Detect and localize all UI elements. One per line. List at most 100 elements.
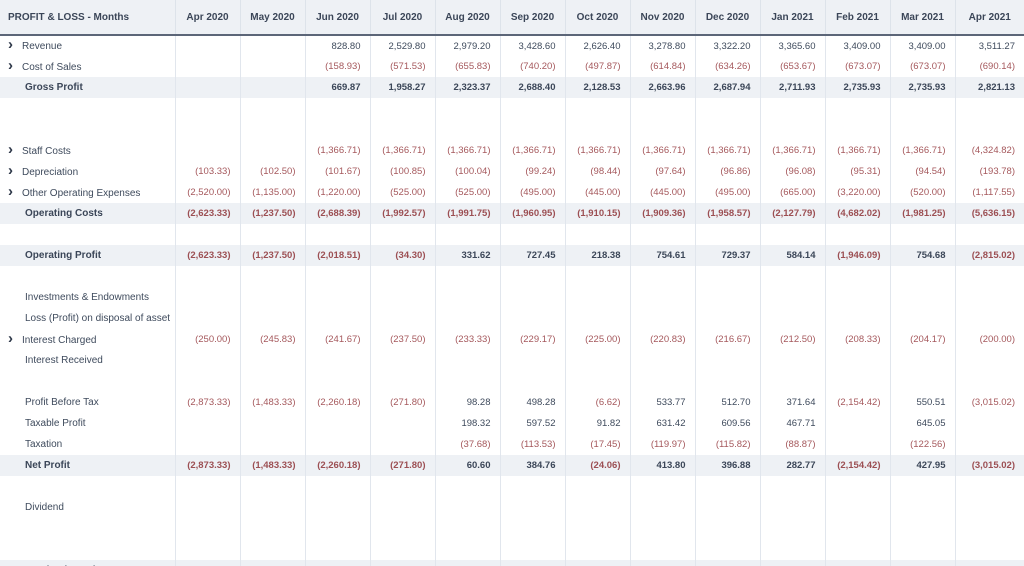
- value-cell: [889, 287, 955, 308]
- value-cell: (158.93): [304, 56, 370, 77]
- value-cell: [304, 308, 370, 329]
- value-cell: 2,735.93: [824, 77, 890, 98]
- value-cell: (271.80): [369, 455, 435, 476]
- value-cell: [954, 308, 1024, 329]
- value-cell: [889, 98, 955, 119]
- value-cell: (1,958.57): [694, 203, 760, 224]
- value-cell: [304, 224, 370, 245]
- value-cell: 584.14: [759, 245, 825, 266]
- value-cell: [954, 476, 1024, 497]
- chevron-right-icon[interactable]: ›: [8, 140, 13, 158]
- row-label-cell[interactable]: › Staff Costs: [0, 140, 175, 161]
- column-header-month[interactable]: Feb 2021: [824, 0, 890, 36]
- value-cell: (1,483.33): [239, 392, 305, 413]
- value-cell: [954, 539, 1024, 560]
- table-row[interactable]: › Interest Charged (250.00) (245.83) (241.67…: [0, 329, 1024, 350]
- row-label-cell[interactable]: › Revenue: [0, 35, 175, 56]
- column-header-month[interactable]: Jun 2020: [304, 0, 370, 36]
- value-cell: [759, 539, 825, 560]
- value-cell: [369, 308, 435, 329]
- value-cell: [239, 476, 305, 497]
- value-cell: 3,409.00: [889, 35, 955, 56]
- column-header-month[interactable]: May 2020: [239, 0, 305, 36]
- value-cell: [564, 350, 630, 371]
- value-cell: [499, 266, 565, 287]
- value-cell: (1,910.15): [564, 203, 630, 224]
- value-cell: [694, 308, 760, 329]
- column-header-month[interactable]: Aug 2020: [434, 0, 500, 36]
- value-cell: (2,018.51): [304, 245, 370, 266]
- value-cell: [174, 224, 240, 245]
- table-row[interactable]: › Other Operating Expenses (2,520.00) (1,13…: [0, 182, 1024, 203]
- value-cell: (94.54): [889, 161, 955, 182]
- chevron-right-icon[interactable]: ›: [8, 36, 13, 53]
- row-label-cell: Operating Profit: [0, 245, 175, 266]
- row-label-cell: Investments & Endowments: [0, 287, 175, 308]
- value-cell: [824, 434, 890, 455]
- chevron-right-icon[interactable]: ›: [8, 329, 13, 347]
- value-cell: [369, 539, 435, 560]
- column-header-month[interactable]: Dec 2020: [694, 0, 760, 36]
- value-cell: (6.62): [564, 392, 630, 413]
- column-header-month[interactable]: Jan 2021: [759, 0, 825, 36]
- table-row[interactable]: › Depreciation (103.33) (102.50) (101.67) (10…: [0, 161, 1024, 182]
- value-cell: [499, 98, 565, 119]
- value-cell: (3,015.02): [954, 455, 1024, 476]
- row-label-cell[interactable]: › Depreciation: [0, 161, 175, 182]
- value-cell: [434, 518, 500, 539]
- row-label-cell[interactable]: › Interest Charged: [0, 329, 175, 350]
- value-cell: (2,688.39): [304, 203, 370, 224]
- column-header-month[interactable]: Jul 2020: [369, 0, 435, 36]
- value-cell: 729.37: [694, 245, 760, 266]
- column-header-month[interactable]: Apr 2021: [954, 0, 1024, 36]
- value-cell: [434, 476, 500, 497]
- value-cell: (24.06): [564, 455, 630, 476]
- total-row: Gross Profit 669.87 1,958.27 2,323.37 2,688.…: [0, 77, 1024, 98]
- chevron-right-icon[interactable]: ›: [8, 161, 13, 179]
- value-cell: (2,127.79): [759, 203, 825, 224]
- report-title: PROFIT & LOSS - Months: [0, 0, 175, 36]
- value-cell: [369, 98, 435, 119]
- value-cell: [434, 98, 500, 119]
- table-row[interactable]: › Cost of Sales (158.93) (571.53) (655.83) (7…: [0, 56, 1024, 77]
- value-cell: (1,366.71): [499, 140, 565, 161]
- row-label-cell[interactable]: › Other Operating Expenses: [0, 182, 175, 203]
- value-cell: [369, 497, 435, 518]
- value-cell: [434, 308, 500, 329]
- value-cell: [499, 497, 565, 518]
- value-cell: (99.24): [499, 161, 565, 182]
- column-header-month[interactable]: Apr 2020: [174, 0, 240, 36]
- value-cell: (1,117.55): [954, 182, 1024, 203]
- value-cell: [694, 476, 760, 497]
- value-cell: 427.95: [889, 560, 955, 566]
- row-label: Profit Before Tax: [25, 397, 99, 408]
- column-header-month[interactable]: Mar 2021: [889, 0, 955, 36]
- chevron-right-icon[interactable]: ›: [8, 56, 13, 74]
- row-label-cell: [0, 224, 175, 245]
- row-label: Interest Received: [25, 355, 103, 366]
- value-cell: [889, 266, 955, 287]
- value-cell: [369, 119, 435, 140]
- value-cell: [889, 539, 955, 560]
- column-header-month[interactable]: Nov 2020: [629, 0, 695, 36]
- value-cell: [759, 266, 825, 287]
- chevron-right-icon[interactable]: ›: [8, 182, 13, 200]
- value-cell: (200.00): [954, 329, 1024, 350]
- value-cell: (98.44): [564, 161, 630, 182]
- row-label: Investments & Endowments: [25, 292, 149, 303]
- value-cell: 597.52: [499, 413, 565, 434]
- column-header-month[interactable]: Sep 2020: [499, 0, 565, 36]
- value-cell: [369, 287, 435, 308]
- row-label-cell[interactable]: › Cost of Sales: [0, 56, 175, 77]
- table-row[interactable]: › Staff Costs (1,366.71) (1,366.71) (1,366.7…: [0, 140, 1024, 161]
- value-cell: (1,237.50): [239, 203, 305, 224]
- value-cell: 3,322.20: [694, 35, 760, 56]
- value-cell: (2,873.33): [174, 560, 240, 566]
- value-cell: (101.67): [304, 161, 370, 182]
- value-cell: 498.28: [499, 392, 565, 413]
- column-header-month[interactable]: Oct 2020: [564, 0, 630, 36]
- table-row[interactable]: › Revenue 828.80 2,529.80 2,979.20 3,428.60 2,…: [0, 35, 1024, 56]
- value-cell: 60.60: [434, 455, 500, 476]
- table-row: Taxation (37.68) (113.53) (17.45) (119.97) (1…: [0, 434, 1024, 455]
- value-cell: 3,409.00: [824, 35, 890, 56]
